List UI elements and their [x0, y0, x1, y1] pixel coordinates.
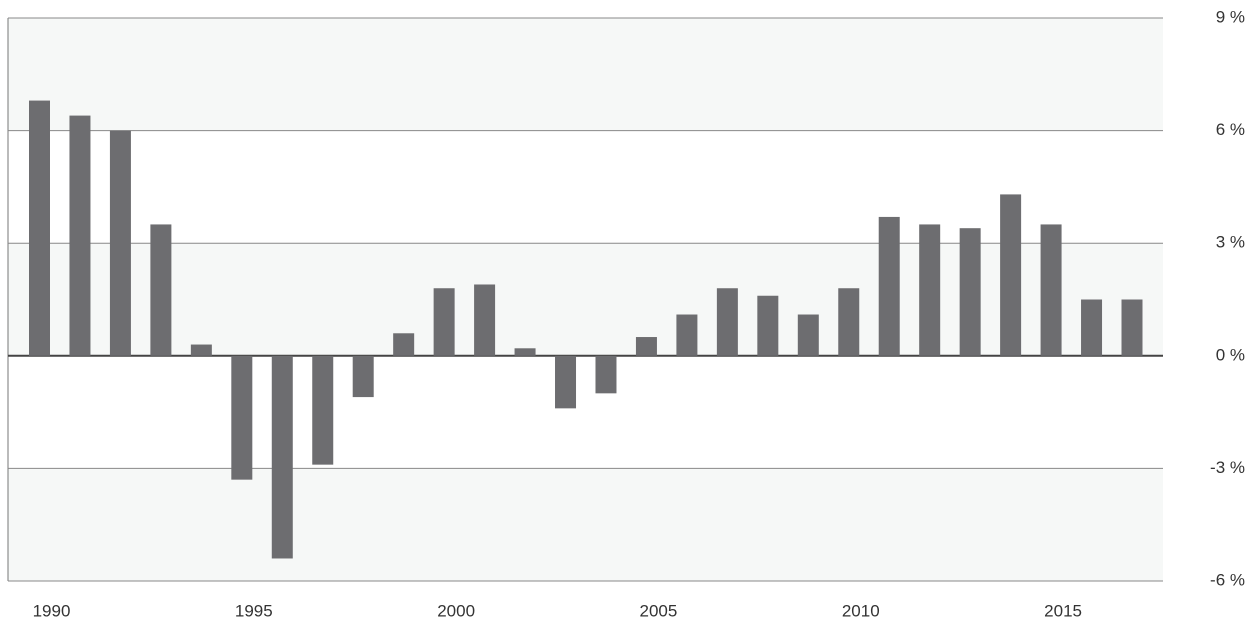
y-tick-label: 9 % [1216, 7, 1245, 26]
y-tick-label: -6 % [1210, 570, 1245, 589]
x-tick-label: 2005 [640, 601, 678, 620]
bar [959, 228, 981, 356]
bar [1081, 299, 1103, 356]
bar [29, 100, 50, 356]
bar [474, 284, 496, 356]
bar [757, 295, 779, 356]
bar [69, 115, 91, 356]
band [8, 18, 1163, 131]
x-tick-label: 2010 [842, 601, 880, 620]
y-tick-label: -3 % [1210, 458, 1245, 477]
y-tick-label: 0 % [1216, 345, 1245, 364]
bar [352, 355, 374, 398]
bar [231, 355, 253, 480]
bar [676, 314, 698, 356]
bar [150, 224, 172, 356]
bar [271, 355, 293, 559]
bar [1121, 299, 1143, 356]
bar [1040, 224, 1062, 356]
bar [109, 130, 131, 356]
x-tick-label: 2015 [1044, 601, 1082, 620]
bar [878, 216, 900, 356]
y-tick-label: 3 % [1216, 233, 1245, 252]
bar [635, 337, 657, 356]
band [8, 468, 1163, 581]
bar [838, 288, 860, 356]
bar [514, 348, 536, 356]
y-tick-label: 6 % [1216, 120, 1245, 139]
x-tick-label: 1995 [235, 601, 273, 620]
x-tick-label: 1990 [33, 601, 71, 620]
bar [716, 288, 738, 356]
bar [919, 224, 941, 356]
bar [555, 355, 577, 409]
bar [312, 355, 334, 465]
bar [393, 333, 415, 356]
bar [1000, 194, 1022, 356]
band [8, 243, 1163, 356]
bar [595, 355, 617, 394]
bar [190, 344, 212, 356]
bar [433, 288, 455, 356]
bar [797, 314, 819, 356]
x-tick-label: 2000 [437, 601, 475, 620]
